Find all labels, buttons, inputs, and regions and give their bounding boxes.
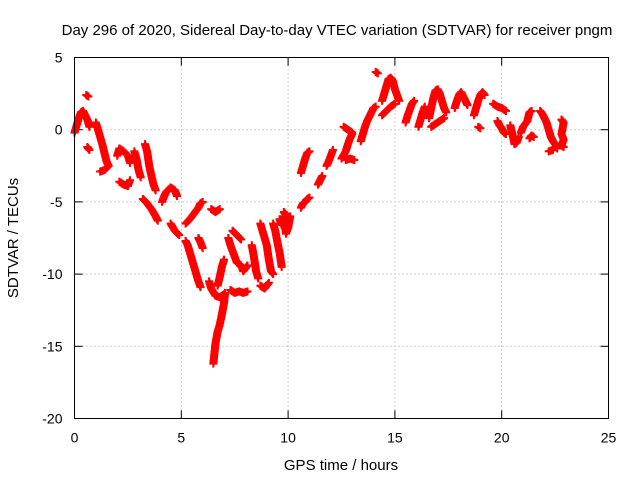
- y-axis-title: SDTVAR / TECUs: [5, 178, 22, 298]
- data-point: [529, 132, 538, 141]
- y-tick-label: -20: [42, 411, 62, 427]
- data-point: [174, 230, 183, 239]
- data-point: [371, 102, 380, 111]
- data-point: [476, 124, 485, 133]
- x-tick-label: 10: [280, 430, 296, 446]
- y-tick-label: -5: [50, 194, 63, 210]
- data-point: [196, 283, 205, 292]
- data-point: [269, 270, 278, 279]
- data-point: [527, 106, 536, 115]
- data-point: [442, 108, 451, 117]
- data-point: [243, 287, 252, 296]
- data-points: [70, 67, 568, 368]
- data-point: [410, 96, 419, 105]
- data-point: [348, 128, 357, 137]
- data-point: [318, 171, 327, 180]
- data-point: [85, 145, 94, 154]
- data-point: [198, 244, 207, 253]
- data-point: [198, 197, 207, 206]
- data-point: [559, 143, 568, 152]
- data-point: [96, 167, 105, 176]
- data-point: [390, 99, 399, 108]
- plot-frame: [74, 57, 609, 419]
- chart-title: Day 296 of 2020, Sidereal Day-to-day VTE…: [62, 22, 613, 39]
- data-point: [236, 234, 245, 243]
- x-axis-title: GPS time / hours: [284, 457, 398, 474]
- y-tick-label: -10: [42, 266, 62, 282]
- data-point: [420, 102, 429, 111]
- data-point: [84, 92, 93, 101]
- data-point: [237, 235, 246, 244]
- data-point: [440, 114, 449, 123]
- x-tick-label: 0: [71, 430, 79, 446]
- data-point: [305, 147, 314, 156]
- data-point: [286, 212, 295, 221]
- data-point: [305, 193, 314, 202]
- data-point: [514, 132, 523, 141]
- data-point: [220, 255, 229, 264]
- data-point: [215, 205, 224, 214]
- data-point: [264, 278, 273, 287]
- data-point: [126, 158, 135, 167]
- data-point: [173, 192, 182, 201]
- data-point: [153, 216, 162, 225]
- x-tick-label: 5: [177, 430, 185, 446]
- data-point: [126, 176, 135, 185]
- data-point: [243, 261, 252, 270]
- data-point: [395, 96, 404, 105]
- data-point: [221, 288, 230, 297]
- data-point: [277, 262, 286, 271]
- x-tick-label: 25: [601, 430, 617, 446]
- data-point: [463, 101, 472, 110]
- data-point: [480, 91, 489, 100]
- data-point: [548, 145, 557, 154]
- data-point: [373, 69, 382, 78]
- y-tick-label: 0: [55, 122, 63, 138]
- y-tick-label: -15: [42, 338, 62, 354]
- data-point: [350, 156, 359, 165]
- data-point: [553, 144, 562, 153]
- x-tick-label: 15: [387, 430, 403, 446]
- data-point: [136, 173, 145, 182]
- data-point: [85, 122, 94, 131]
- y-tick-label: 5: [55, 50, 63, 66]
- x-tick-label: 20: [494, 430, 510, 446]
- data-point: [501, 106, 510, 115]
- data-point: [328, 145, 337, 154]
- data-point: [175, 231, 184, 240]
- tick-labels: -20 -15 -10 -5 0 5 0 5 10 15 20 25: [42, 50, 616, 446]
- data-point: [254, 274, 263, 283]
- data-point: [281, 210, 290, 219]
- data-point: [151, 186, 160, 195]
